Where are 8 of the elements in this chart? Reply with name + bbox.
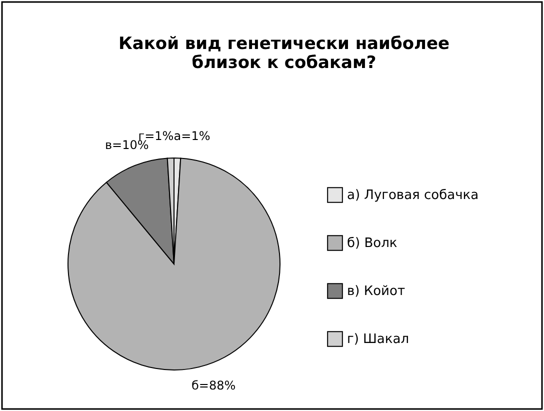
data-label: б=88% [191,378,236,393]
legend-label: б) Волк [347,236,398,251]
chart-title: Какой вид генетически наиболее близок к собакам? [118,34,450,73]
legend-label: г) Шакал [347,332,410,347]
pie-slice [68,158,280,370]
legend-label: в) Койот [347,284,406,299]
data-label: а=1% [174,129,210,144]
legend-label: а) Луговая собачка [347,188,479,203]
